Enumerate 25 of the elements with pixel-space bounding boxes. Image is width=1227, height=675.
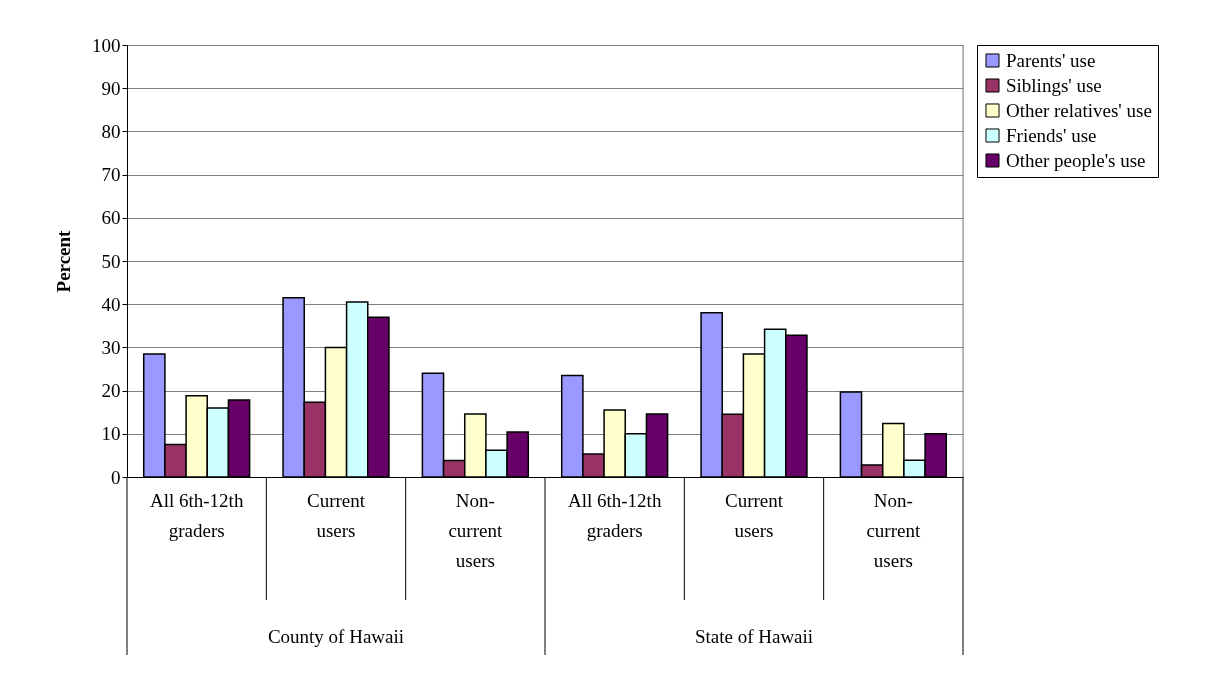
y-tick-label: 50: [101, 250, 121, 272]
y-tick-label: 40: [101, 293, 121, 315]
legend-label: Siblings' use: [1006, 74, 1102, 96]
y-tick-label: 0: [111, 466, 121, 488]
legend-label: Parents' use: [1006, 49, 1096, 71]
x-tick-label: All 6th-12th graders: [567, 489, 662, 541]
y-tick-label: 90: [101, 77, 121, 99]
legend-label: Friends' use: [1006, 124, 1097, 146]
text: State of Hawaii: [694, 626, 814, 647]
x-tick-label: All 6th-12th graders: [149, 489, 244, 541]
y-tick-label: 60: [101, 207, 121, 229]
legend-label: Other relatives' use: [1006, 99, 1152, 121]
legend-label: Other people's use: [1006, 149, 1146, 171]
y-tick-label: 30: [101, 336, 121, 358]
x-tick-label: Current users: [724, 489, 784, 541]
y-axis-title: Percent: [53, 229, 74, 293]
y-tick-label: 80: [101, 120, 121, 142]
y-tick-label: 100: [92, 34, 121, 56]
y-tick-label: 20: [101, 380, 121, 402]
x-tick-label: Current users: [306, 489, 366, 541]
x-tick-label: Non- current users: [866, 489, 921, 571]
x-tick-label: Non- current users: [448, 489, 503, 571]
y-tick-label: 10: [101, 423, 121, 445]
text: County of Hawaii: [267, 626, 405, 647]
y-tick-label: 70: [101, 164, 121, 186]
